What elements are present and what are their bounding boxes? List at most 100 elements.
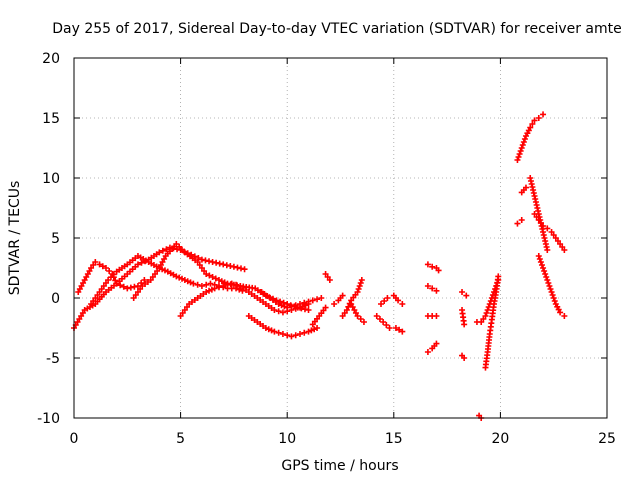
data-points (71, 111, 568, 421)
data-point (308, 327, 315, 334)
data-point (392, 325, 399, 331)
data-point (220, 261, 227, 268)
y-tick-label: -10 (37, 411, 60, 427)
data-point (520, 139, 527, 145)
y-tick-label: 5 (51, 231, 60, 247)
data-point (305, 307, 312, 313)
data-point (156, 249, 163, 256)
data-point (354, 289, 361, 295)
data-point (542, 271, 549, 277)
data-point (228, 280, 235, 287)
data-point (236, 286, 243, 293)
data-point (206, 287, 213, 294)
data-point (537, 259, 544, 265)
x-tick-label: 25 (598, 431, 616, 447)
data-point (540, 265, 547, 271)
data-point (176, 274, 183, 281)
data-point (495, 273, 502, 280)
data-point (399, 328, 406, 335)
data-point (429, 263, 436, 270)
data-point (241, 266, 248, 273)
x-tick-label: 20 (491, 431, 509, 447)
data-point (433, 287, 440, 294)
data-point (541, 268, 548, 274)
data-point (301, 299, 308, 306)
data-point (102, 265, 109, 271)
data-point (292, 332, 299, 339)
grid-lines (74, 58, 607, 418)
data-point (288, 303, 295, 310)
data-point (360, 319, 367, 325)
data-point (194, 281, 201, 288)
data-point (483, 310, 490, 316)
data-point (514, 220, 521, 227)
data-point (107, 274, 114, 281)
data-point (331, 301, 338, 307)
data-point (296, 301, 303, 307)
data-point (383, 322, 390, 328)
plot-frame (73, 57, 608, 419)
x-tick-label: 10 (278, 431, 296, 447)
data-point (561, 313, 568, 319)
data-point (127, 284, 134, 291)
data-point (159, 247, 166, 254)
data-point (120, 283, 127, 290)
data-point (531, 117, 538, 124)
data-point (134, 261, 141, 268)
x-tick-labels: 0 5 10 15 20 25 (70, 431, 616, 447)
data-point (519, 142, 526, 148)
data-point (535, 115, 542, 121)
y-tick-label: 0 (51, 291, 60, 307)
data-point (399, 301, 406, 307)
data-point (517, 148, 524, 154)
data-point (211, 285, 218, 292)
data-point (92, 259, 99, 265)
data-point (358, 277, 365, 283)
data-point (314, 296, 321, 303)
data-point (544, 225, 551, 232)
y-tick-label: 20 (42, 51, 60, 67)
data-point (463, 292, 470, 299)
data-point (322, 304, 329, 311)
data-point (461, 321, 468, 328)
data-point (516, 151, 523, 157)
data-point (518, 145, 525, 151)
data-point (279, 309, 286, 316)
data-point (373, 313, 380, 319)
data-point (557, 309, 564, 316)
data-point (435, 267, 442, 274)
data-point (284, 332, 291, 339)
data-point (215, 284, 222, 291)
data-point (275, 329, 282, 336)
data-point (296, 331, 303, 337)
data-point (515, 154, 522, 160)
data-point (184, 278, 191, 285)
data-point (378, 301, 385, 307)
data-point (376, 316, 383, 322)
data-point (433, 340, 440, 347)
data-point (271, 307, 278, 313)
data-point (482, 313, 489, 319)
data-point (546, 283, 553, 289)
data-point (343, 307, 350, 313)
data-point (117, 282, 124, 289)
data-point (522, 184, 529, 191)
data-point (213, 259, 220, 266)
x-axis-label: GPS time / hours (281, 458, 398, 474)
data-point (288, 333, 295, 340)
data-point (548, 289, 555, 295)
data-point (355, 286, 362, 292)
data-point (356, 283, 363, 289)
data-point (159, 266, 166, 273)
data-point (292, 302, 299, 309)
data-point (279, 331, 286, 337)
data-point (220, 283, 227, 289)
data-point (138, 259, 145, 266)
data-point (265, 326, 272, 333)
data-point (224, 281, 231, 288)
data-point (540, 223, 547, 229)
y-tick-label: -5 (46, 351, 60, 367)
data-point (396, 326, 403, 333)
data-point (550, 295, 557, 301)
